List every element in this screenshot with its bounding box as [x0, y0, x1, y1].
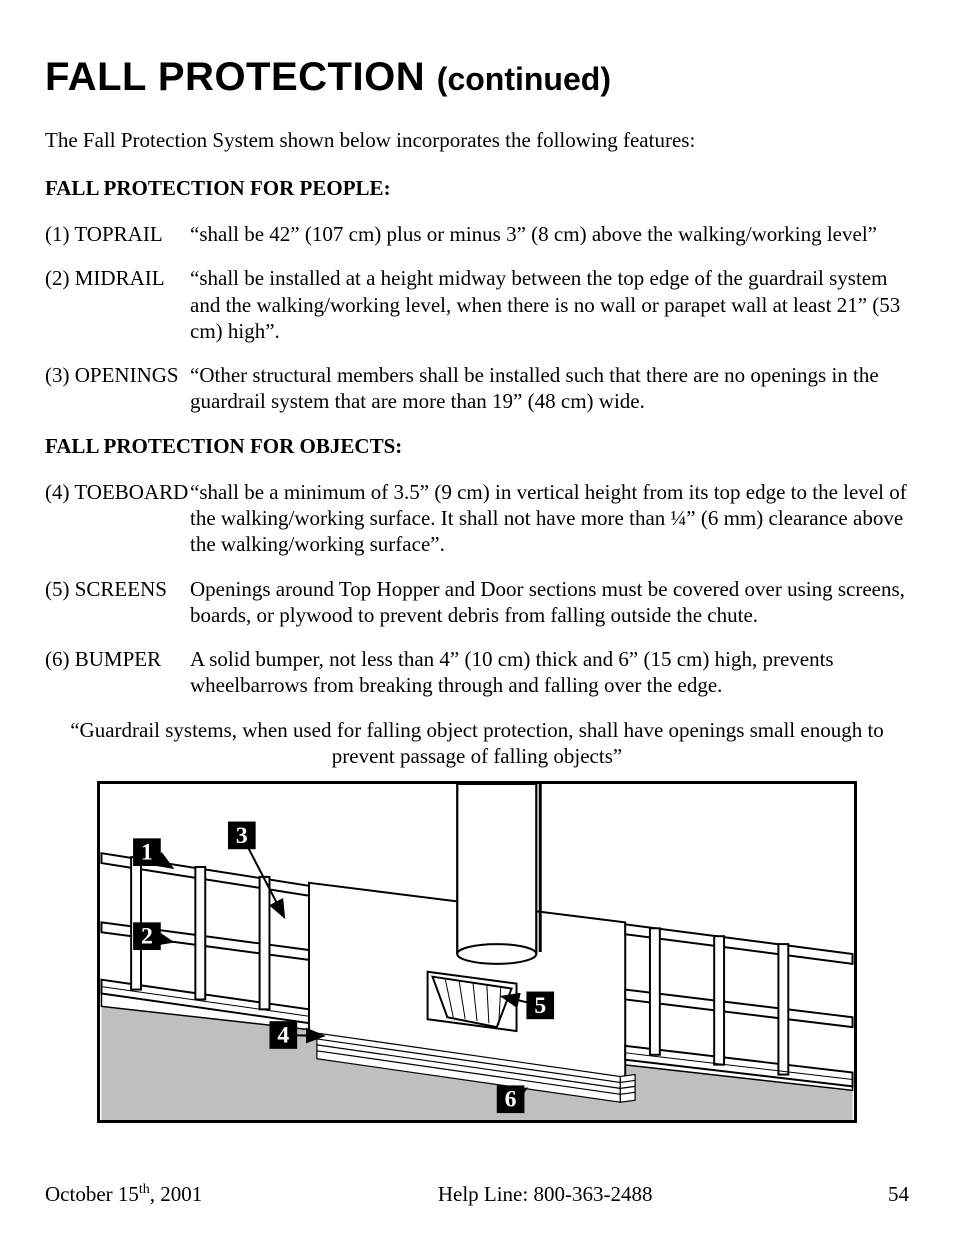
item-row: (2) MIDRAIL “shall be installed at a hei… — [45, 265, 909, 344]
callout-number-1: 1 — [141, 840, 153, 866]
item-label-bumper: (6) BUMPER — [45, 646, 190, 672]
item-label-openings: (3) OPENINGS — [45, 362, 190, 388]
item-desc-screens: Openings around Top Hopper and Door sect… — [190, 576, 909, 629]
guardrail-right — [625, 924, 852, 1086]
item-row: (4) TOEBOARD “shall be a minimum of 3.5”… — [45, 479, 909, 558]
footer-page-number: 54 — [888, 1181, 909, 1207]
item-desc-midrail: “shall be installed at a height midway b… — [190, 265, 909, 344]
section-heading-people: FALL PROTECTION FOR PEOPLE: — [45, 175, 909, 201]
item-desc-toeboard: “shall be a minimum of 3.5” (9 cm) in ve… — [190, 479, 909, 558]
diagram-container: 1 3 2 4 5 6 — [97, 781, 857, 1123]
item-label-midrail: (2) MIDRAIL — [45, 265, 190, 291]
callout-number-3: 3 — [236, 823, 248, 849]
item-row: (5) SCREENS Openings around Top Hopper a… — [45, 576, 909, 629]
guardrail-quote: “Guardrail systems, when used for fallin… — [45, 717, 909, 770]
item-label-toeboard: (4) TOEBOARD — [45, 479, 190, 505]
item-row: (3) OPENINGS “Other structural members s… — [45, 362, 909, 415]
item-label-toprail: (1) TOPRAIL — [45, 221, 190, 247]
item-desc-openings: “Other structural members shall be insta… — [190, 362, 909, 415]
title-main: FALL PROTECTION — [45, 55, 425, 99]
title-continued: (continued) — [437, 61, 611, 97]
item-label-screens: (5) SCREENS — [45, 576, 190, 602]
fall-protection-diagram: 1 3 2 4 5 6 — [100, 784, 854, 1120]
callout-number-6: 6 — [505, 1087, 517, 1113]
footer-date: October 15th, 2001 — [45, 1181, 202, 1207]
page-footer: October 15th, 2001 Help Line: 800-363-24… — [45, 1181, 909, 1207]
item-desc-toprail: “shall be 42” (107 cm) plus or minus 3” … — [190, 221, 909, 247]
item-row: (1) TOPRAIL “shall be 42” (107 cm) plus … — [45, 221, 909, 247]
callout-number-4: 4 — [277, 1022, 289, 1048]
guardrail-left — [101, 853, 309, 1023]
section-heading-objects: FALL PROTECTION FOR OBJECTS: — [45, 433, 909, 459]
item-row: (6) BUMPER A solid bumper, not less than… — [45, 646, 909, 699]
callout-number-2: 2 — [141, 924, 153, 950]
item-desc-bumper: A solid bumper, not less than 4” (10 cm)… — [190, 646, 909, 699]
footer-helpline: Help Line: 800-363-2488 — [438, 1181, 653, 1207]
chute-cylinder — [457, 784, 540, 964]
page-title: FALL PROTECTION (continued) — [45, 50, 909, 103]
intro-text: The Fall Protection System shown below i… — [45, 127, 909, 153]
callout-number-5: 5 — [534, 993, 546, 1019]
